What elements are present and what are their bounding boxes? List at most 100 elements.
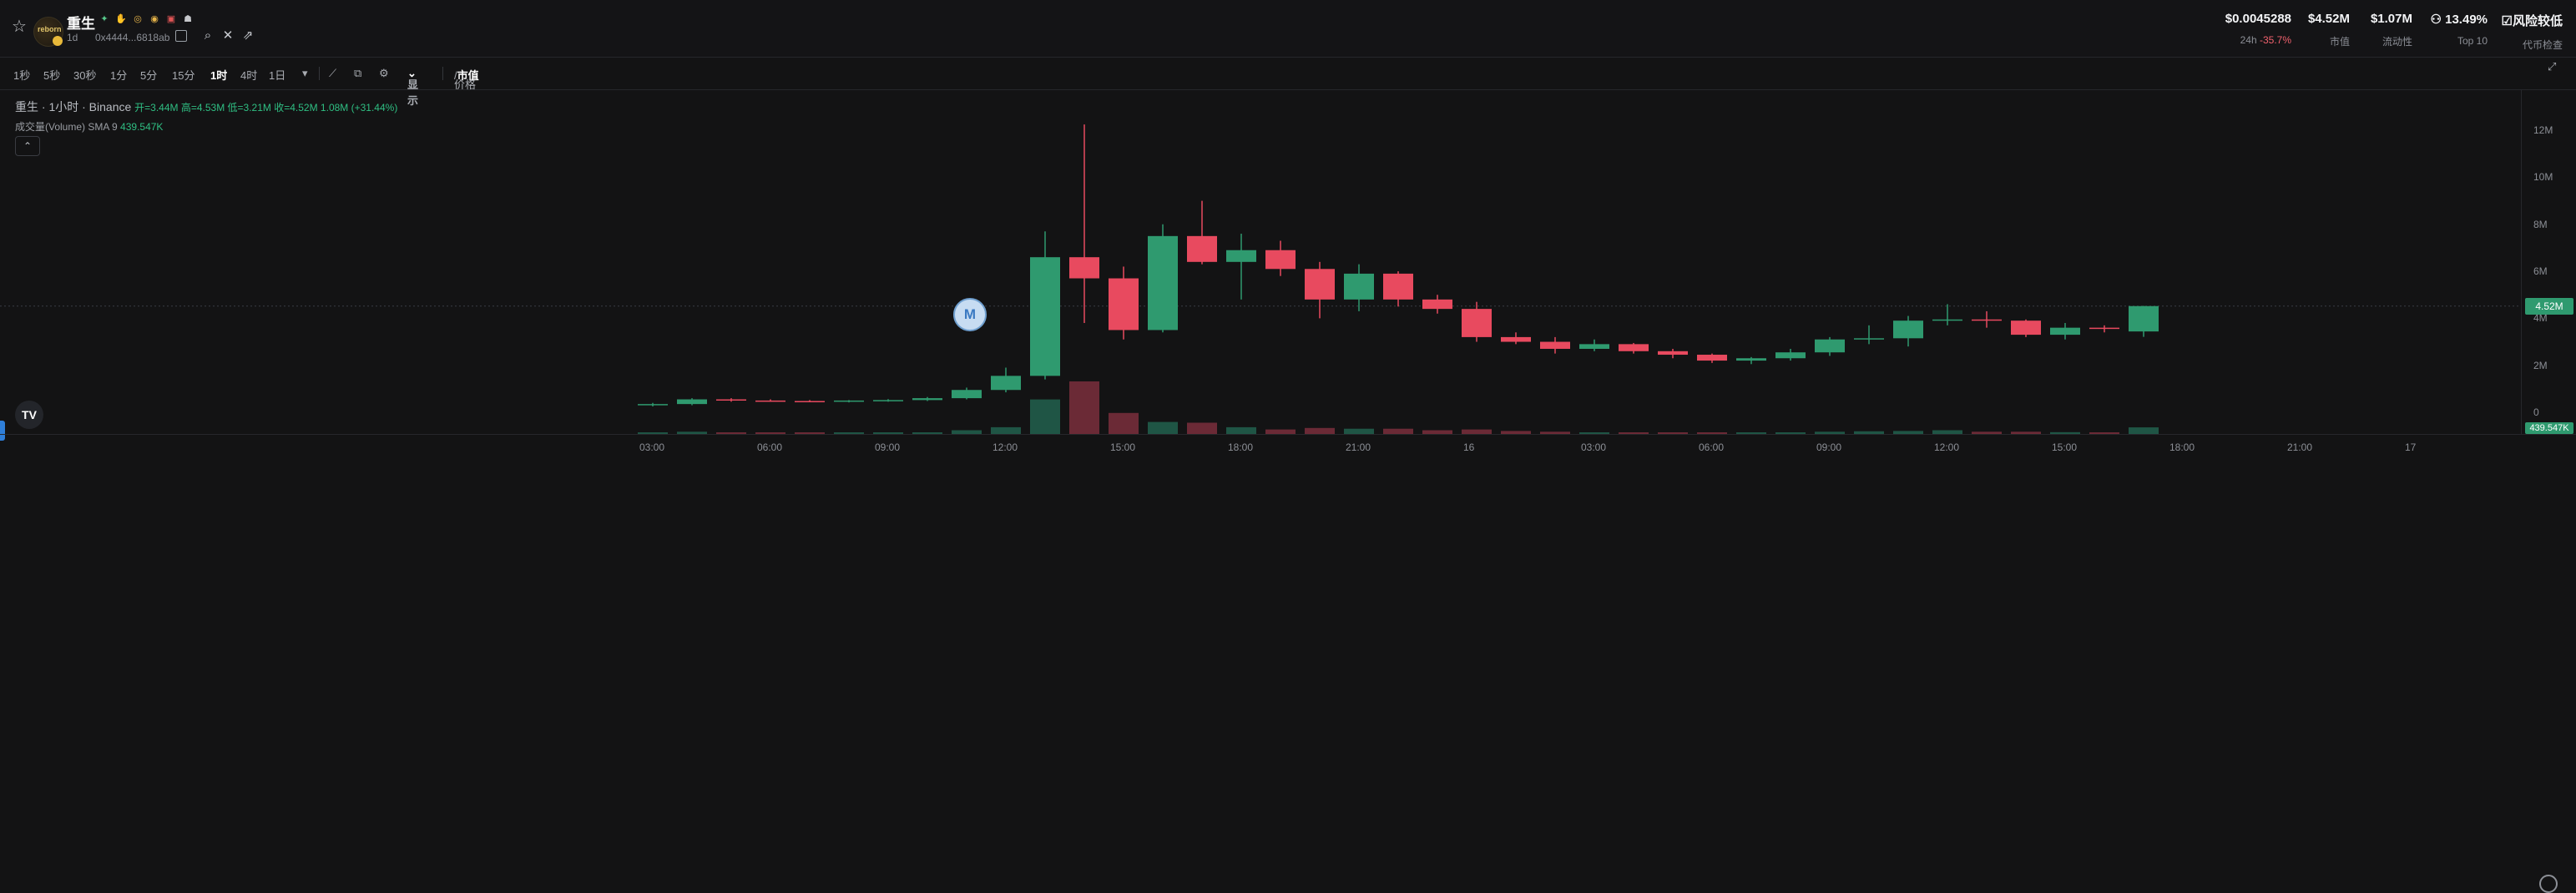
stat-top10: ⚇ 13.49% Top 10	[2421, 12, 2488, 47]
stat-market-cap: $4.52M 市值	[2300, 12, 2350, 48]
candle-body	[795, 401, 825, 402]
copy-icon[interactable]	[175, 30, 187, 42]
candle[interactable]	[1815, 336, 1845, 356]
chart-settings-gear-icon[interactable]	[2539, 875, 2558, 893]
candle[interactable]	[1658, 348, 1688, 359]
left-scroll-handle[interactable]	[0, 421, 5, 441]
volume-bar	[1501, 431, 1531, 434]
tradingview-logo-icon[interactable]: TV	[15, 401, 43, 429]
indicators-icon[interactable]: ⟋	[329, 67, 337, 79]
volume-bar	[1148, 421, 1178, 434]
collapse-legend-chevron-up-icon[interactable]: ⌃	[15, 136, 40, 156]
candle[interactable]	[912, 396, 942, 401]
candle[interactable]	[1736, 356, 1766, 365]
compare-icon[interactable]: ⧉	[354, 67, 362, 79]
timeframe-5m[interactable]: 5分	[140, 69, 158, 82]
candle[interactable]	[1972, 310, 2002, 328]
price-change-value: -35.7%	[2259, 34, 2291, 46]
candle[interactable]	[1501, 332, 1531, 345]
price-axis[interactable]: 12M 10M 8M 6M 4M 2M 0 4.52M 439.547K	[2521, 90, 2576, 434]
volume-bar	[638, 432, 668, 434]
candle[interactable]	[1462, 301, 1492, 342]
bot-icon: ☗	[184, 14, 192, 24]
candle-body	[1344, 273, 1374, 300]
volume-bar	[1069, 381, 1099, 434]
candle[interactable]	[834, 400, 864, 403]
candle[interactable]	[2050, 323, 2080, 340]
candle[interactable]	[1422, 295, 1452, 314]
candle-body	[1540, 341, 1570, 349]
candle[interactable]	[1540, 336, 1570, 354]
candle[interactable]	[1226, 234, 1256, 300]
candle[interactable]	[716, 398, 746, 402]
candle[interactable]	[1619, 342, 1649, 354]
candle[interactable]	[1069, 124, 1099, 324]
candle[interactable]	[873, 399, 903, 402]
candle-body	[1815, 339, 1845, 353]
candle[interactable]	[1932, 304, 1962, 325]
timeframe-4h[interactable]: 4时	[240, 69, 258, 82]
migration-marker[interactable]: M	[953, 298, 987, 331]
search-icon[interactable]: ⌕	[204, 28, 212, 43]
candlestick-chart[interactable]	[0, 90, 2521, 434]
candle-body	[1501, 336, 1531, 342]
candle-body	[1697, 355, 1727, 361]
candle[interactable]	[1854, 325, 1884, 345]
volume-bar	[834, 432, 864, 434]
x-twitter-icon[interactable]: ✕	[222, 28, 234, 43]
candle[interactable]	[1775, 348, 1806, 361]
candle[interactable]	[952, 387, 982, 400]
timeframe-dropdown-chevron-icon[interactable]: ▾	[302, 67, 308, 79]
candle[interactable]	[1187, 200, 1217, 265]
mcap-toggle-label[interactable]: 市值	[457, 69, 479, 82]
favorite-star-icon[interactable]: ☆	[12, 18, 27, 36]
candle[interactable]	[1383, 271, 1413, 307]
candle-body	[1972, 319, 2002, 321]
market-cap-label: 市值	[2329, 36, 2350, 48]
volume-bar	[991, 426, 1021, 434]
candle[interactable]	[1148, 224, 1178, 333]
timeframe-30s[interactable]: 30秒	[73, 69, 97, 82]
candle[interactable]	[1265, 240, 1296, 276]
volume-bar	[1775, 432, 1806, 434]
timeframe-1h[interactable]: 1时	[210, 69, 228, 82]
y-tick-label: 0	[2533, 406, 2539, 418]
candle[interactable]	[1579, 339, 1609, 351]
timeframe-1s[interactable]: 1秒	[13, 69, 31, 82]
settings-icon[interactable]: ⚙	[379, 67, 389, 79]
candle[interactable]	[1893, 315, 1923, 347]
stat-risk[interactable]: ☑风险较低 代币检查	[2496, 12, 2563, 52]
liquidity-value: $1.07M	[2370, 12, 2412, 26]
candle[interactable]	[677, 398, 707, 406]
candle[interactable]	[1305, 261, 1335, 319]
external-link-icon[interactable]: ⇗	[242, 28, 254, 43]
timeframe-15m[interactable]: 15分	[172, 69, 195, 82]
x-tick-label: 21:00	[2287, 441, 2313, 453]
price-toggle[interactable]: 价格/市值	[454, 69, 479, 91]
candle[interactable]	[2011, 319, 2041, 337]
candle-body	[755, 400, 785, 402]
candle[interactable]	[795, 400, 825, 402]
timeframe-5s[interactable]: 5秒	[43, 69, 61, 82]
display-menu[interactable]: 显示 ⌄	[407, 67, 419, 107]
candle[interactable]	[2129, 305, 2159, 337]
candle[interactable]	[1030, 231, 1060, 380]
candle-body	[2011, 320, 2041, 336]
contract-address[interactable]: 0x4444...6818ab	[95, 32, 170, 43]
candle[interactable]	[755, 399, 785, 402]
candle[interactable]	[1344, 264, 1374, 311]
volume-bar	[1265, 429, 1296, 434]
fullscreen-icon[interactable]: ⤢	[2548, 60, 2557, 73]
candle-body	[1893, 320, 1923, 339]
candle[interactable]	[1697, 353, 1727, 363]
candle[interactable]	[2089, 325, 2119, 333]
candle-body	[1305, 269, 1335, 300]
candle[interactable]	[638, 402, 668, 406]
candle[interactable]	[1109, 266, 1139, 340]
candle-body	[2050, 327, 2080, 336]
timeframe-1m[interactable]: 1分	[110, 69, 128, 82]
volume-bar	[716, 432, 746, 434]
time-axis[interactable]: 03:00 06:00 09:00 12:00 15:00 18:00 21:00 16 03:…	[0, 434, 2576, 893]
candle[interactable]	[991, 367, 1021, 393]
timeframe-1d[interactable]: 1日	[269, 69, 286, 82]
